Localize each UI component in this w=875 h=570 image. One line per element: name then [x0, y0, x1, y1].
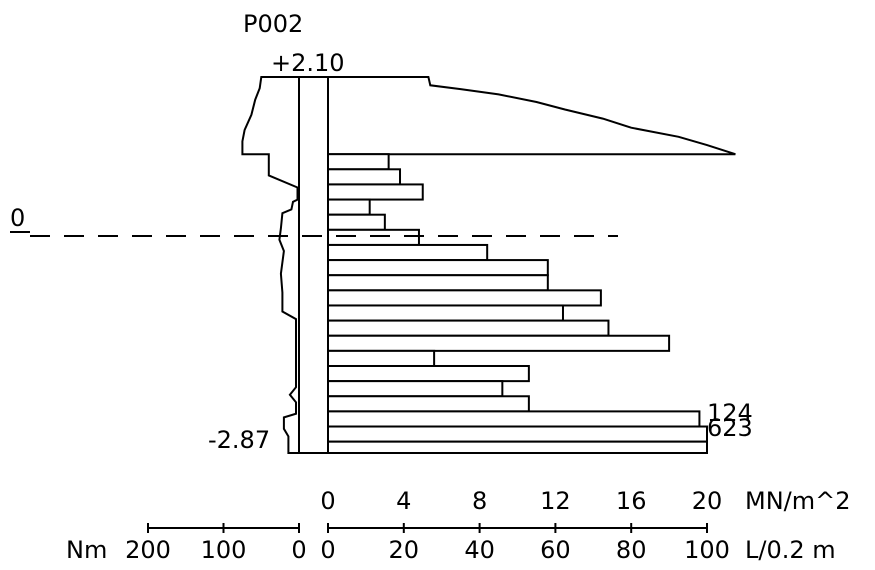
water-loss-bar: [327, 213, 386, 231]
water-loss-bar: [327, 259, 549, 277]
water-loss-bar: [327, 440, 708, 455]
water-loss-bar: [327, 243, 489, 262]
pressure-axis-tick-label: 4: [396, 487, 411, 515]
water-loss-bar: [327, 334, 671, 352]
water-axis-tick-label: 40: [464, 536, 495, 564]
water-loss-bar: [327, 410, 701, 428]
water-axis-tick-label: 0: [320, 536, 335, 564]
water-axis-tick-label: 80: [616, 536, 647, 564]
torque-profile-line: [241, 76, 299, 454]
water-loss-bar: [327, 153, 390, 171]
pressure-axis-tick-label: 0: [320, 487, 335, 515]
top-level-label: +2.10: [271, 49, 345, 77]
water-loss-bar: [327, 168, 402, 186]
pressure-axis-unit: MN/m^2: [745, 487, 851, 515]
water-loss-bar: [327, 349, 436, 367]
water-loss-bar: [327, 380, 504, 398]
zero-level-label: 0: [10, 204, 25, 232]
water-loss-bar: [327, 274, 549, 292]
pressure-profile-line: [328, 76, 736, 156]
water-loss-bar: [327, 289, 602, 307]
water-loss-bar: [327, 364, 530, 383]
pressure-axis-tick-label: 16: [616, 487, 647, 515]
water-loss-bar: [327, 228, 420, 246]
torque-axis-tick-label: 0: [291, 536, 306, 564]
water-axis-tick-label: 100: [684, 536, 730, 564]
water-loss-bar-label: 124: [707, 399, 753, 427]
water-loss-bar: [327, 395, 530, 413]
borehole-column: [298, 76, 329, 454]
torque-axis-tick-label: 200: [125, 536, 171, 564]
pressure-axis-tick-label: 12: [540, 487, 571, 515]
water-axis-tick-label: 60: [540, 536, 571, 564]
torque-axis-unit: Nm: [66, 536, 107, 564]
profile-group: [241, 76, 736, 454]
pressure-axis-tick-label: 20: [692, 487, 723, 515]
chart-title: P002: [243, 10, 303, 38]
water-loss-bar: [327, 198, 371, 216]
water-axis-tick-label: 20: [389, 536, 420, 564]
pressure-axis-tick-label: 8: [472, 487, 487, 515]
water-loss-bar: [327, 319, 610, 337]
water-loss-bar: [327, 425, 708, 443]
bottom-level-label: -2.87: [208, 426, 270, 454]
water-loss-bar-label: 623: [707, 414, 753, 442]
water-loss-bar: [327, 183, 424, 201]
torque-axis-tick-label: 100: [201, 536, 247, 564]
water-axis-unit: L/0.2 m: [745, 536, 836, 564]
water-loss-bar: [327, 304, 564, 322]
